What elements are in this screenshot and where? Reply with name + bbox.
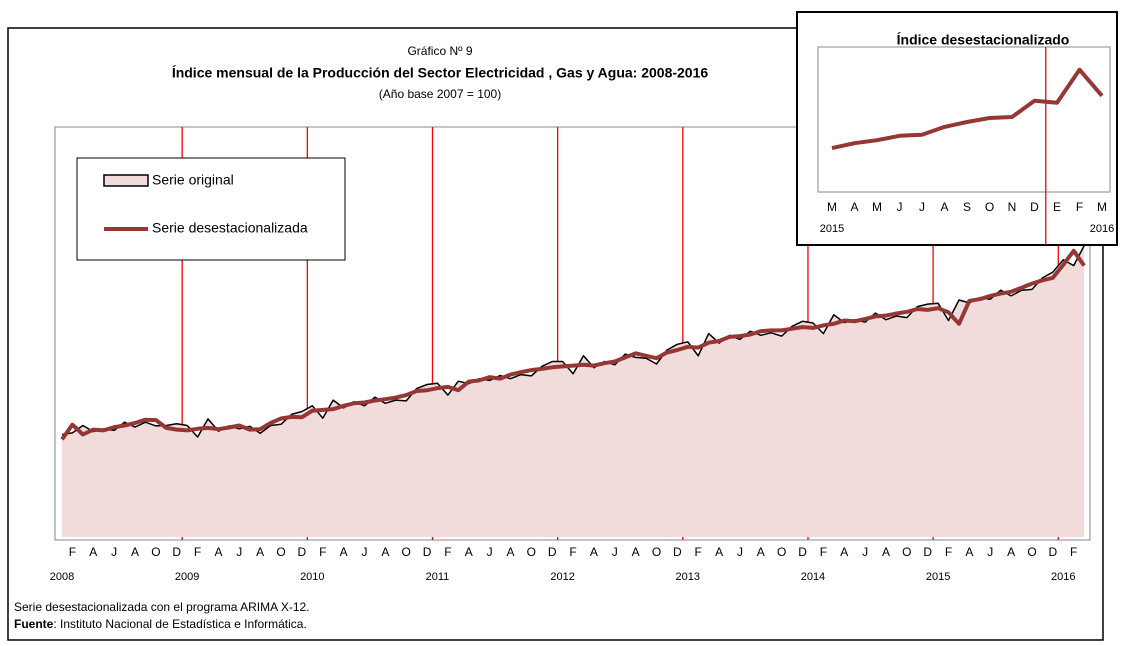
- x-tick-label: A: [757, 545, 765, 559]
- legend-label: Serie original: [152, 172, 234, 188]
- x-tick-label: A: [590, 545, 598, 559]
- x-tick-label: N: [1008, 200, 1017, 214]
- year-label: 2016: [1051, 571, 1075, 583]
- x-tick-label: O: [151, 545, 160, 559]
- x-tick-label: M: [872, 200, 882, 214]
- x-tick-label: F: [194, 545, 201, 559]
- x-tick-label: A: [882, 545, 890, 559]
- x-tick-label: A: [381, 545, 389, 559]
- x-tick-label: D: [1049, 545, 1058, 559]
- x-tick-label: D: [548, 545, 557, 559]
- x-tick-label: D: [923, 545, 932, 559]
- x-tick-label: A: [850, 200, 858, 214]
- year-label: 2015: [926, 571, 950, 583]
- x-tick-label: O: [777, 545, 786, 559]
- source: Fuente: Instituto Nacional de Estadístic…: [14, 617, 307, 631]
- year-label: 2009: [175, 571, 199, 583]
- year-label: 2016: [1090, 223, 1114, 235]
- trend-line: [831, 67, 1104, 151]
- x-tick-label: A: [131, 545, 139, 559]
- x-tick-label: D: [423, 545, 432, 559]
- x-tick-label: O: [1027, 545, 1036, 559]
- x-tick-label: D: [673, 545, 682, 559]
- legend-swatch: [103, 174, 149, 187]
- x-tick-label: F: [945, 545, 952, 559]
- x-tick-label: J: [487, 545, 493, 559]
- x-tick-label: J: [236, 545, 242, 559]
- x-tick-label: O: [652, 545, 661, 559]
- trend-line: [60, 248, 1086, 441]
- x-tick-label: A: [965, 545, 973, 559]
- x-tick-label: A: [506, 545, 514, 559]
- x-tick-label: J: [111, 545, 117, 559]
- inset-plot-area: [817, 46, 1111, 193]
- inset-title: Índice desestacionalizado: [897, 32, 1070, 48]
- chart-pretitle: Gráfico Nº 9: [407, 44, 472, 58]
- source-label: Fuente: [14, 617, 54, 631]
- x-tick-label: A: [840, 545, 848, 559]
- source-text: : Instituto Nacional de Estadística e In…: [53, 617, 306, 631]
- year-label: 2011: [426, 571, 450, 583]
- x-tick-label: O: [276, 545, 285, 559]
- x-tick-label: A: [465, 545, 473, 559]
- x-tick-label: O: [402, 545, 411, 559]
- chart-subtitle: (Año base 2007 = 100): [379, 87, 501, 101]
- x-tick-label: J: [612, 545, 618, 559]
- x-tick-label: F: [1076, 200, 1083, 214]
- x-tick-label: J: [987, 545, 993, 559]
- legend-label: Serie desestacionalizada: [152, 220, 308, 236]
- x-tick-label: F: [695, 545, 702, 559]
- x-tick-label: D: [798, 545, 807, 559]
- x-tick-label: A: [214, 545, 222, 559]
- x-tick-label: A: [940, 200, 948, 214]
- year-label: 2012: [550, 571, 574, 583]
- x-tick-label: D: [172, 545, 181, 559]
- year-label: 2015: [820, 223, 844, 235]
- x-tick-label: D: [298, 545, 307, 559]
- x-tick-label: F: [319, 545, 326, 559]
- year-label: 2008: [50, 571, 74, 583]
- x-tick-label: A: [1007, 545, 1015, 559]
- x-tick-label: M: [827, 200, 837, 214]
- x-tick-label: A: [89, 545, 97, 559]
- year-label: 2010: [300, 571, 324, 583]
- x-tick-label: J: [919, 200, 925, 214]
- x-tick-label: F: [569, 545, 576, 559]
- x-tick-label: F: [444, 545, 451, 559]
- x-tick-label: E: [1053, 200, 1061, 214]
- x-tick-label: J: [737, 545, 743, 559]
- x-tick-label: S: [963, 200, 971, 214]
- x-tick-label: J: [361, 545, 367, 559]
- x-tick-label: J: [862, 545, 868, 559]
- x-tick-label: F: [1070, 545, 1077, 559]
- x-tick-label: O: [985, 200, 994, 214]
- x-tick-label: O: [902, 545, 911, 559]
- x-tick-label: A: [256, 545, 264, 559]
- year-label: 2014: [801, 571, 825, 583]
- year-label: 2013: [676, 571, 700, 583]
- x-tick-label: D: [1030, 200, 1039, 214]
- area: [62, 245, 1085, 537]
- x-tick-label: M: [1097, 200, 1107, 214]
- x-tick-label: F: [69, 545, 76, 559]
- x-tick-label: A: [340, 545, 348, 559]
- x-tick-label: F: [820, 545, 827, 559]
- chart-title: Índice mensual de la Producción del Sect…: [172, 65, 709, 81]
- x-tick-label: J: [897, 200, 903, 214]
- x-tick-label: A: [715, 545, 723, 559]
- x-tick-label: O: [527, 545, 536, 559]
- x-tick-label: A: [632, 545, 640, 559]
- footnote: Serie desestacionalizada con el programa…: [14, 600, 310, 614]
